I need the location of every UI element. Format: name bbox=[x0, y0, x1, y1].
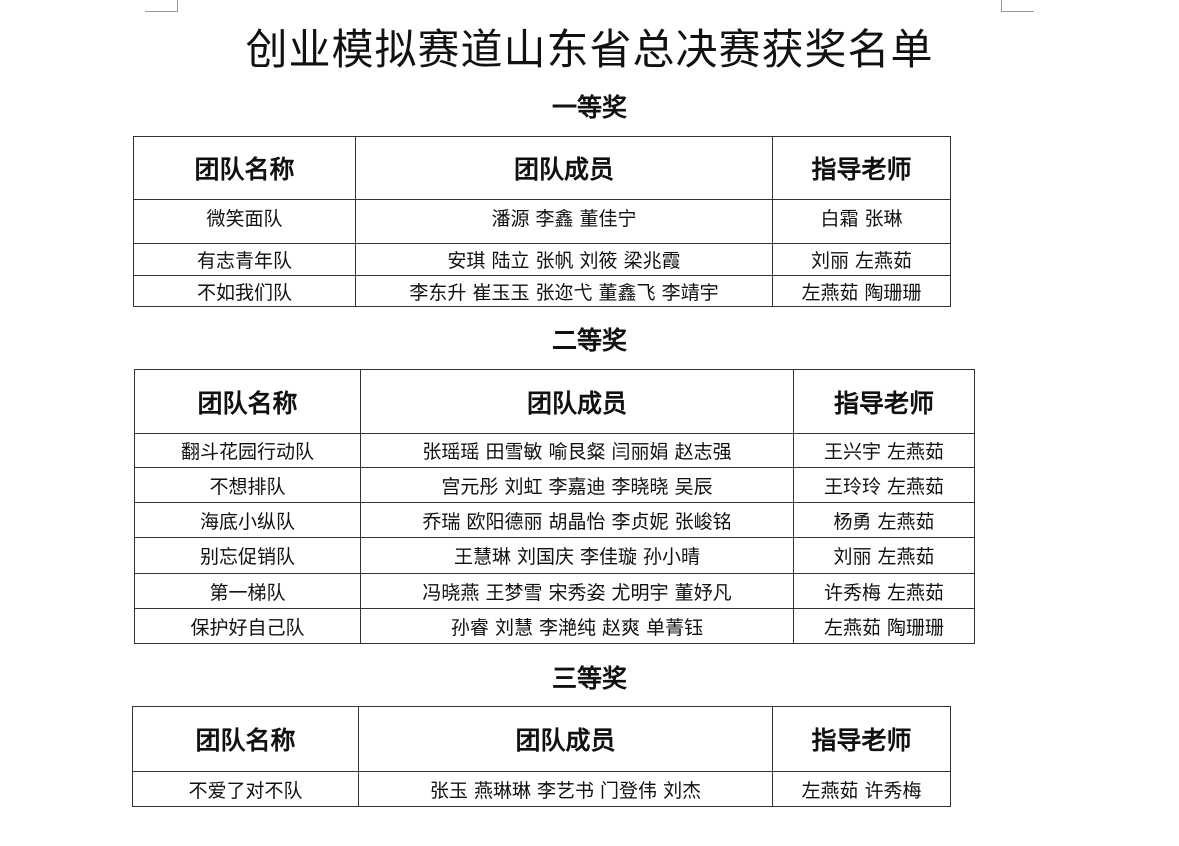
team-name-cell: 第一梯队 bbox=[134, 573, 361, 609]
team-members-cell: 乔瑞 欧阳德丽 胡晶怡 李贞妮 张峻铭 bbox=[360, 502, 794, 538]
column-header-team-name: 团队名称 bbox=[134, 369, 361, 434]
team-name-cell: 微笑面队 bbox=[133, 199, 356, 244]
table-row: 第一梯队 冯晓燕 王梦雪 宋秀姿 尤明宇 董妤凡 许秀梅 左燕茹 bbox=[134, 573, 975, 609]
table-row: 微笑面队 潘源 李鑫 董佳宁 白霜 张琳 bbox=[133, 199, 951, 244]
team-name-cell: 不想排队 bbox=[134, 467, 361, 503]
advisors-cell: 刘丽 左燕茹 bbox=[793, 537, 975, 574]
advisors-cell: 王兴宇 左燕茹 bbox=[793, 433, 975, 468]
page-corner-mark-left bbox=[145, 0, 178, 12]
table-row: 不想排队 宫元彤 刘虹 李嘉迪 李晓晓 吴辰 王玲玲 左燕茹 bbox=[134, 467, 975, 503]
page-corner-mark-right bbox=[1001, 0, 1034, 12]
table-row: 海底小纵队 乔瑞 欧阳德丽 胡晶怡 李贞妮 张峻铭 杨勇 左燕茹 bbox=[134, 502, 975, 538]
header-row: 团队名称 团队成员 指导老师 bbox=[134, 369, 975, 434]
section-title-first-prize: 一等奖 bbox=[551, 93, 627, 122]
table-row: 不如我们队 李东升 崔玉玉 张迩弋 董鑫飞 李靖宇 左燕茹 陶珊珊 bbox=[133, 275, 951, 307]
team-name-cell: 不爱了对不队 bbox=[132, 771, 359, 807]
column-header-advisors: 指导老师 bbox=[793, 369, 975, 434]
advisors-cell: 左燕茹 许秀梅 bbox=[772, 771, 951, 807]
column-header-team-members: 团队成员 bbox=[360, 369, 794, 434]
advisors-cell: 杨勇 左燕茹 bbox=[793, 502, 975, 538]
advisors-cell: 白霜 张琳 bbox=[772, 199, 951, 244]
column-header-team-members: 团队成员 bbox=[355, 136, 773, 200]
column-header-team-name: 团队名称 bbox=[133, 136, 356, 200]
team-name-cell: 翻斗花园行动队 bbox=[134, 433, 361, 468]
table-row: 翻斗花园行动队 张瑶瑶 田雪敏 喻艮粲 闫丽娟 赵志强 王兴宇 左燕茹 bbox=[134, 433, 975, 468]
third-prize-table: 团队名称 团队成员 指导老师 不爱了对不队 张玉 燕琳琳 李艺书 门登伟 刘杰 左燕茹 许… bbox=[132, 706, 951, 807]
advisors-cell: 王玲玲 左燕茹 bbox=[793, 467, 975, 503]
section-title-third-prize: 三等奖 bbox=[551, 664, 627, 693]
column-header-team-members: 团队成员 bbox=[358, 706, 773, 772]
team-members-cell: 李东升 崔玉玉 张迩弋 董鑫飞 李靖宇 bbox=[355, 275, 773, 307]
document-title: 创业模拟赛道山东省总决赛获奖名单 bbox=[245, 25, 934, 74]
table-row: 保护好自己队 孙睿 刘慧 李滟纯 赵爽 单菁钰 左燕茹 陶珊珊 bbox=[134, 608, 975, 644]
second-prize-table: 团队名称 团队成员 指导老师 翻斗花园行动队 张瑶瑶 田雪敏 喻艮粲 闫丽娟 赵志强 王兴… bbox=[134, 369, 975, 644]
team-members-cell: 宫元彤 刘虹 李嘉迪 李晓晓 吴辰 bbox=[360, 467, 794, 503]
column-header-advisors: 指导老师 bbox=[772, 706, 951, 772]
team-members-cell: 孙睿 刘慧 李滟纯 赵爽 单菁钰 bbox=[360, 608, 794, 644]
team-members-cell: 王慧琳 刘国庆 李佳璇 孙小晴 bbox=[360, 537, 794, 574]
column-header-advisors: 指导老师 bbox=[772, 136, 951, 200]
team-members-cell: 冯晓燕 王梦雪 宋秀姿 尤明宇 董妤凡 bbox=[360, 573, 794, 609]
team-name-cell: 别忘促销队 bbox=[134, 537, 361, 574]
team-members-cell: 潘源 李鑫 董佳宁 bbox=[355, 199, 773, 244]
team-name-cell: 海底小纵队 bbox=[134, 502, 361, 538]
team-members-cell: 张玉 燕琳琳 李艺书 门登伟 刘杰 bbox=[358, 771, 773, 807]
section-title-second-prize: 二等奖 bbox=[551, 326, 627, 355]
advisors-cell: 左燕茹 陶珊珊 bbox=[772, 275, 951, 307]
team-name-cell: 不如我们队 bbox=[133, 275, 356, 307]
advisors-cell: 许秀梅 左燕茹 bbox=[793, 573, 975, 609]
first-prize-table: 团队名称 团队成员 指导老师 微笑面队 潘源 李鑫 董佳宁 白霜 张琳 有志青年队 安琪 陆立… bbox=[133, 136, 951, 307]
table-row: 有志青年队 安琪 陆立 张帆 刘筱 梁兆霞 刘丽 左燕茹 bbox=[133, 243, 951, 276]
team-name-cell: 有志青年队 bbox=[133, 243, 356, 276]
team-members-cell: 安琪 陆立 张帆 刘筱 梁兆霞 bbox=[355, 243, 773, 276]
table-row: 不爱了对不队 张玉 燕琳琳 李艺书 门登伟 刘杰 左燕茹 许秀梅 bbox=[132, 771, 951, 807]
team-members-cell: 张瑶瑶 田雪敏 喻艮粲 闫丽娟 赵志强 bbox=[360, 433, 794, 468]
advisors-cell: 左燕茹 陶珊珊 bbox=[793, 608, 975, 644]
header-row: 团队名称 团队成员 指导老师 bbox=[133, 136, 951, 200]
table-row: 别忘促销队 王慧琳 刘国庆 李佳璇 孙小晴 刘丽 左燕茹 bbox=[134, 537, 975, 574]
header-row: 团队名称 团队成员 指导老师 bbox=[132, 706, 951, 772]
column-header-team-name: 团队名称 bbox=[132, 706, 359, 772]
team-name-cell: 保护好自己队 bbox=[134, 608, 361, 644]
advisors-cell: 刘丽 左燕茹 bbox=[772, 243, 951, 276]
